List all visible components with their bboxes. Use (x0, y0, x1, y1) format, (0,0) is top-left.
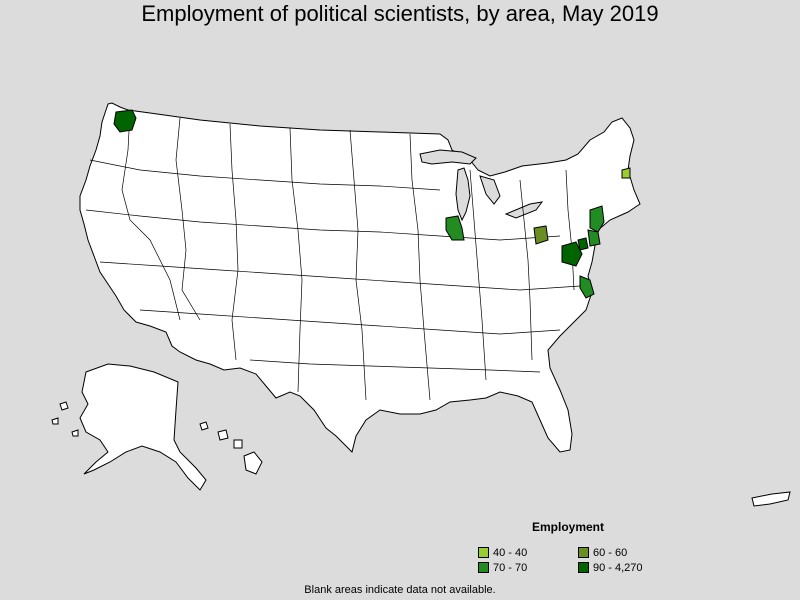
hawaii-island-4 (243, 451, 263, 475)
map-title: Employment of political scientists, by a… (141, 1, 659, 26)
legend-grid: 40 - 40 60 - 60 70 - 70 90 - 4,270 (478, 546, 688, 574)
legend: Employment 40 - 40 60 - 60 70 - 70 90 - … (478, 520, 688, 574)
legend-item-40: 40 - 40 (478, 546, 578, 559)
lake-huron (479, 175, 501, 205)
alaska-island-3 (71, 429, 79, 437)
area-boundaries (85, 111, 581, 401)
area-philadelphia (587, 229, 601, 247)
lake-superior (419, 149, 477, 165)
legend-item-70: 70 - 70 (478, 561, 578, 574)
area-seattle (113, 109, 137, 133)
puerto-rico (751, 491, 791, 507)
alaska-outline (79, 363, 207, 491)
alaska-island-1 (59, 401, 69, 411)
legend-swatch (578, 547, 589, 558)
area-chicago (445, 215, 465, 241)
hawaii-island-3 (233, 439, 243, 449)
legend-swatch (578, 562, 589, 573)
lake-erie (504, 201, 544, 219)
area-new-york (589, 205, 605, 233)
hawaii-island-1 (199, 421, 209, 431)
area-pittsburgh (533, 225, 549, 245)
contiguous-us-outline (79, 102, 641, 453)
legend-label: 70 - 70 (493, 561, 528, 574)
legend-label: 60 - 60 (593, 546, 628, 559)
legend-swatch (478, 562, 489, 573)
footnote: Blank areas indicate data not available. (304, 584, 496, 596)
highlighted-areas (113, 109, 631, 299)
legend-item-90: 90 - 4,270 (578, 561, 678, 574)
area-washington-dc (561, 241, 583, 267)
area-baltimore (577, 237, 589, 251)
legend-title: Employment (531, 520, 604, 534)
hawaii-island-2 (217, 429, 229, 441)
legend-item-60: 60 - 60 (578, 546, 678, 559)
area-virginia-beach (579, 275, 595, 299)
legend-label: 40 - 40 (493, 546, 528, 559)
lake-michigan (455, 167, 471, 222)
alaska-island-2 (51, 417, 59, 425)
land-shapes (51, 102, 791, 507)
legend-swatch (478, 547, 489, 558)
legend-label: 90 - 4,270 (593, 561, 643, 574)
area-maine-portland (621, 167, 631, 179)
